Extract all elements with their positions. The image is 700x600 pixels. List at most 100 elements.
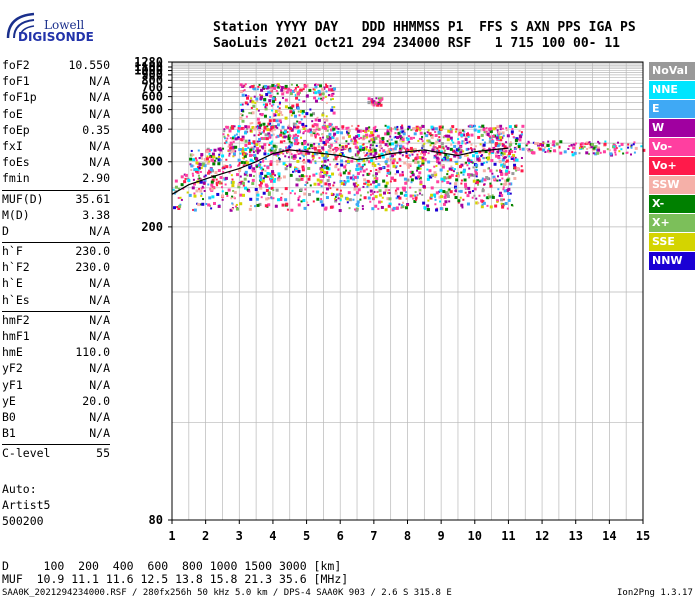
echo-point [407, 127, 410, 130]
echo-point [251, 170, 254, 173]
echo-point [261, 131, 264, 134]
param-value: N/A [89, 223, 110, 238]
echo-point [331, 106, 334, 109]
echo-point [327, 124, 331, 128]
echo-point [326, 140, 330, 144]
echo-point [415, 198, 418, 201]
echo-point [503, 162, 506, 165]
echo-point [453, 154, 457, 158]
echo-point [618, 150, 621, 153]
echo-point [321, 92, 325, 96]
echo-point [454, 185, 458, 189]
echo-point [357, 124, 360, 127]
echo-point [297, 110, 300, 113]
echo-point [247, 188, 251, 192]
echo-point [289, 192, 292, 195]
echo-point [394, 173, 397, 176]
echo-point [369, 144, 372, 147]
echo-point [414, 194, 417, 197]
echo-point [320, 185, 323, 188]
echo-point [366, 136, 369, 139]
echo-point [614, 145, 617, 148]
echo-point [286, 151, 289, 154]
echo-point [434, 130, 437, 133]
echo-point [231, 202, 234, 205]
echo-point [182, 187, 185, 190]
echo-point [451, 149, 454, 152]
echo-point [559, 140, 563, 144]
echo-point [371, 144, 374, 147]
echo-point [478, 125, 481, 128]
echo-point [396, 125, 399, 128]
echo-point [475, 201, 479, 205]
echo-point [311, 120, 314, 123]
echo-point [505, 156, 508, 159]
echo-point [370, 193, 373, 196]
echo-point [442, 202, 446, 206]
echo-point [361, 147, 365, 151]
echo-point [225, 191, 229, 195]
echo-point [270, 109, 273, 112]
echo-point [357, 162, 361, 166]
echo-point [253, 153, 257, 157]
echo-point [248, 151, 251, 154]
echo-point [581, 146, 584, 149]
echo-point [284, 163, 287, 166]
echo-point [305, 124, 308, 127]
echo-point [441, 180, 444, 183]
echo-point [483, 194, 486, 197]
echo-point [232, 189, 235, 192]
echo-point [284, 198, 288, 202]
echo-point [476, 157, 480, 161]
echo-point [514, 138, 518, 142]
echo-point [520, 169, 524, 173]
echo-point [345, 197, 349, 201]
echo-point [487, 193, 490, 196]
echo-point [257, 128, 261, 132]
echo-point [321, 98, 324, 101]
echo-point [474, 145, 477, 148]
echo-point [294, 166, 297, 169]
echo-point [254, 187, 258, 191]
echo-point [434, 175, 437, 178]
echo-point [422, 150, 425, 153]
echo-point [265, 137, 269, 141]
echo-point [264, 84, 268, 88]
echo-point [224, 176, 228, 180]
echo-point [317, 133, 320, 136]
echo-point [596, 146, 600, 150]
echo-point [297, 153, 300, 156]
echo-point [326, 129, 329, 132]
echo-point [352, 182, 356, 186]
echo-point [374, 185, 378, 189]
echo-point [237, 183, 241, 187]
echo-point [273, 98, 277, 102]
echo-point [421, 146, 424, 149]
param-key: h`E [2, 276, 23, 291]
echo-point [350, 159, 354, 163]
echo-point [319, 84, 323, 88]
echo-point [499, 138, 503, 142]
echo-point [174, 179, 178, 183]
echo-point [406, 178, 410, 182]
echo-point [293, 125, 297, 129]
echo-point [313, 88, 316, 91]
echo-point [192, 178, 195, 181]
echo-point [255, 197, 259, 201]
echo-point [314, 91, 318, 95]
echo-point [496, 150, 500, 154]
echo-point [389, 149, 392, 152]
echo-point [415, 125, 419, 129]
echo-point [313, 146, 317, 150]
echo-point [216, 192, 220, 196]
echo-point [203, 189, 206, 192]
echo-point [446, 170, 449, 173]
echo-point [364, 130, 367, 133]
echo-point [428, 132, 432, 136]
echo-point [246, 127, 249, 130]
echo-point [283, 130, 287, 134]
echo-point [276, 134, 280, 138]
echo-point [195, 189, 199, 193]
echo-point [319, 180, 323, 184]
echo-point [263, 146, 267, 150]
